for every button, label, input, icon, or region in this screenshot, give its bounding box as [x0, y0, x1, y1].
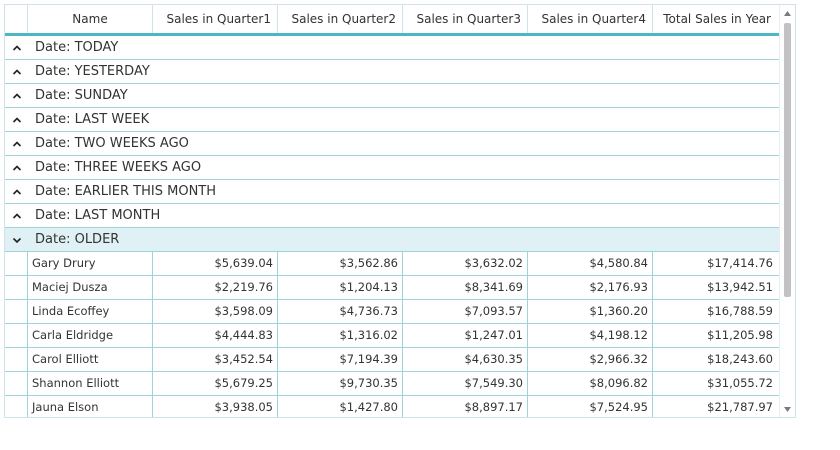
group-label: Date: SUNDAY [28, 88, 128, 103]
cell-q2[interactable]: $4,736.73 [278, 300, 403, 323]
cell-name[interactable]: Linda Ecoffey [28, 300, 153, 323]
group-label: Date: EARLIER THIS MONTH [28, 184, 216, 199]
cell-total[interactable]: $11,205.98 [653, 324, 777, 347]
chevron-up-icon[interactable] [5, 36, 28, 60]
table-row[interactable]: Carla Eldridge $4,444.83 $1,316.02 $1,24… [5, 324, 779, 348]
group-label: Date: TODAY [28, 40, 118, 55]
grid-body: Name Sales in Quarter1 Sales in Quarter2… [5, 5, 779, 417]
column-header-q2[interactable]: Sales in Quarter2 [278, 5, 403, 33]
row-indent-cell [5, 324, 28, 347]
column-header-row: Name Sales in Quarter1 Sales in Quarter2… [5, 5, 779, 36]
row-indent-cell [5, 348, 28, 371]
cell-q1[interactable]: $3,452.54 [153, 348, 278, 371]
cell-q4[interactable]: $4,580.84 [528, 252, 653, 275]
group-row-older[interactable]: Date: OLDER [5, 228, 779, 252]
header-indent-cell [5, 5, 28, 33]
chevron-up-icon[interactable] [5, 180, 28, 204]
group-row-today[interactable]: Date: TODAY [5, 36, 779, 60]
cell-q3[interactable]: $7,093.57 [403, 300, 528, 323]
cell-q3[interactable]: $1,247.01 [403, 324, 528, 347]
cell-name[interactable]: Carol Elliott [28, 348, 153, 371]
cell-total[interactable]: $13,942.51 [653, 276, 777, 299]
column-header-q4[interactable]: Sales in Quarter4 [528, 5, 653, 33]
cell-q4[interactable]: $2,176.93 [528, 276, 653, 299]
cell-total[interactable]: $21,787.97 [653, 396, 777, 417]
group-row-last-month[interactable]: Date: LAST MONTH [5, 204, 779, 228]
cell-q3[interactable]: $8,341.69 [403, 276, 528, 299]
cell-q1[interactable]: $4,444.83 [153, 324, 278, 347]
group-label: Date: THREE WEEKS AGO [28, 160, 201, 175]
column-header-name[interactable]: Name [28, 5, 153, 33]
chevron-up-icon[interactable] [5, 84, 28, 108]
scrollbar-thumb[interactable] [784, 23, 791, 297]
cell-q4[interactable]: $2,966.32 [528, 348, 653, 371]
cell-q4[interactable]: $1,360.20 [528, 300, 653, 323]
cell-q4[interactable]: $4,198.12 [528, 324, 653, 347]
cell-q2[interactable]: $1,427.80 [278, 396, 403, 417]
cell-q2[interactable]: $3,562.86 [278, 252, 403, 275]
chevron-up-icon[interactable] [5, 60, 28, 84]
cell-q1[interactable]: $5,639.04 [153, 252, 278, 275]
vertical-scrollbar[interactable] [779, 5, 795, 417]
cell-q1[interactable]: $3,938.05 [153, 396, 278, 417]
group-row-three-weeks-ago[interactable]: Date: THREE WEEKS AGO [5, 156, 779, 180]
cell-q2[interactable]: $1,204.13 [278, 276, 403, 299]
chevron-up-icon[interactable] [5, 132, 28, 156]
table-row[interactable]: Carol Elliott $3,452.54 $7,194.39 $4,630… [5, 348, 779, 372]
group-row-sunday[interactable]: Date: SUNDAY [5, 84, 779, 108]
cell-q4[interactable]: $7,524.95 [528, 396, 653, 417]
cell-name[interactable]: Gary Drury [28, 252, 153, 275]
cell-q2[interactable]: $7,194.39 [278, 348, 403, 371]
table-row[interactable]: Shannon Elliott $5,679.25 $9,730.35 $7,5… [5, 372, 779, 396]
cell-q3[interactable]: $3,632.02 [403, 252, 528, 275]
column-header-q3[interactable]: Sales in Quarter3 [403, 5, 528, 33]
cell-total[interactable]: $16,788.59 [653, 300, 777, 323]
row-indent-cell [5, 300, 28, 323]
scroll-down-arrow-icon[interactable] [780, 401, 795, 417]
group-label: Date: TWO WEEKS AGO [28, 136, 189, 151]
group-row-yesterday[interactable]: Date: YESTERDAY [5, 60, 779, 84]
chevron-up-icon[interactable] [5, 108, 28, 132]
scroll-up-arrow-icon[interactable] [780, 5, 795, 21]
cell-name[interactable]: Carla Eldridge [28, 324, 153, 347]
table-row[interactable]: Linda Ecoffey $3,598.09 $4,736.73 $7,093… [5, 300, 779, 324]
cell-name[interactable]: Shannon Elliott [28, 372, 153, 395]
chevron-up-icon[interactable] [5, 156, 28, 180]
chevron-down-icon[interactable] [5, 228, 28, 252]
row-indent-cell [5, 252, 28, 275]
row-indent-cell [5, 372, 28, 395]
cell-total[interactable]: $17,414.76 [653, 252, 777, 275]
cell-q3[interactable]: $8,897.17 [403, 396, 528, 417]
column-header-q1[interactable]: Sales in Quarter1 [153, 5, 278, 33]
row-indent-cell [5, 276, 28, 299]
group-row-two-weeks-ago[interactable]: Date: TWO WEEKS AGO [5, 132, 779, 156]
cell-q4[interactable]: $8,096.82 [528, 372, 653, 395]
table-row[interactable]: Jauna Elson $3,938.05 $1,427.80 $8,897.1… [5, 396, 779, 417]
chevron-up-icon[interactable] [5, 204, 28, 228]
cell-q3[interactable]: $7,549.30 [403, 372, 528, 395]
cell-name[interactable]: Maciej Dusza [28, 276, 153, 299]
grid-rows: Date: TODAY Date: YESTERDAY Date: SUNDAY… [5, 36, 779, 417]
cell-total[interactable]: $18,243.60 [653, 348, 777, 371]
group-row-earlier-this-month[interactable]: Date: EARLIER THIS MONTH [5, 180, 779, 204]
column-header-total[interactable]: Total Sales in Year [653, 5, 777, 33]
cell-q2[interactable]: $9,730.35 [278, 372, 403, 395]
group-row-last-week[interactable]: Date: LAST WEEK [5, 108, 779, 132]
sales-data-grid: Name Sales in Quarter1 Sales in Quarter2… [4, 4, 796, 418]
table-row[interactable]: Gary Drury $5,639.04 $3,562.86 $3,632.02… [5, 252, 779, 276]
cell-q1[interactable]: $5,679.25 [153, 372, 278, 395]
cell-name[interactable]: Jauna Elson [28, 396, 153, 417]
group-label: Date: LAST WEEK [28, 112, 149, 127]
cell-q2[interactable]: $1,316.02 [278, 324, 403, 347]
row-indent-cell [5, 396, 28, 417]
group-label: Date: YESTERDAY [28, 64, 150, 79]
group-label: Date: OLDER [28, 232, 119, 247]
group-label: Date: LAST MONTH [28, 208, 160, 223]
cell-q1[interactable]: $3,598.09 [153, 300, 278, 323]
cell-q3[interactable]: $4,630.35 [403, 348, 528, 371]
table-row[interactable]: Maciej Dusza $2,219.76 $1,204.13 $8,341.… [5, 276, 779, 300]
cell-total[interactable]: $31,055.72 [653, 372, 777, 395]
cell-q1[interactable]: $2,219.76 [153, 276, 278, 299]
